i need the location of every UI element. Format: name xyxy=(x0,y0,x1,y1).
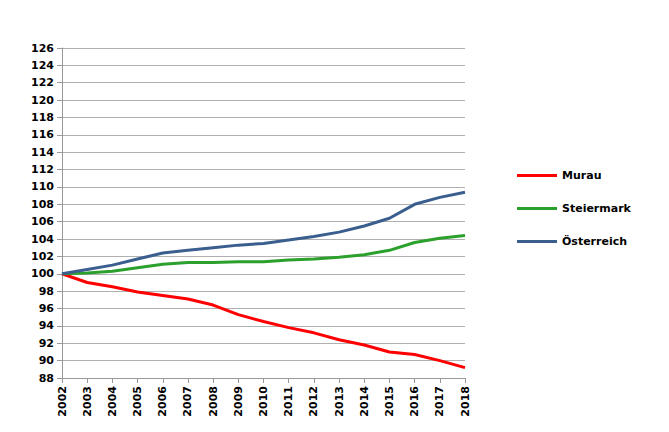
svg-text:2007: 2007 xyxy=(181,386,194,417)
svg-text:2013: 2013 xyxy=(333,386,346,417)
svg-text:112: 112 xyxy=(31,163,54,176)
svg-text:2002: 2002 xyxy=(56,386,69,417)
svg-text:2006: 2006 xyxy=(156,386,169,417)
svg-text:124: 124 xyxy=(31,59,54,72)
svg-text:2012: 2012 xyxy=(307,386,320,417)
svg-text:2017: 2017 xyxy=(433,386,446,417)
svg-text:Murau: Murau xyxy=(562,169,601,182)
svg-text:114: 114 xyxy=(31,146,54,159)
svg-text:96: 96 xyxy=(39,302,55,315)
svg-text:122: 122 xyxy=(31,76,54,89)
svg-text:94: 94 xyxy=(39,319,55,332)
svg-text:98: 98 xyxy=(39,285,54,298)
svg-text:2008: 2008 xyxy=(207,386,220,417)
svg-text:110: 110 xyxy=(31,180,54,193)
svg-text:2010: 2010 xyxy=(257,386,270,417)
svg-text:Steiermark: Steiermark xyxy=(562,202,632,215)
svg-text:Österreich: Österreich xyxy=(562,234,627,248)
svg-text:102: 102 xyxy=(31,250,54,263)
svg-text:88: 88 xyxy=(39,372,54,385)
svg-text:104: 104 xyxy=(31,233,54,246)
svg-text:2016: 2016 xyxy=(408,386,421,417)
svg-text:90: 90 xyxy=(39,354,55,367)
svg-text:116: 116 xyxy=(31,128,54,141)
svg-text:2011: 2011 xyxy=(282,386,295,417)
svg-text:106: 106 xyxy=(31,215,54,228)
svg-text:100: 100 xyxy=(31,267,54,280)
svg-text:2004: 2004 xyxy=(106,386,119,417)
svg-text:108: 108 xyxy=(31,198,54,211)
svg-text:2014: 2014 xyxy=(358,386,371,417)
svg-text:118: 118 xyxy=(31,111,54,124)
svg-text:2018: 2018 xyxy=(459,386,472,417)
svg-text:92: 92 xyxy=(39,337,54,350)
svg-text:120: 120 xyxy=(31,94,54,107)
svg-text:2005: 2005 xyxy=(131,386,144,417)
svg-text:2003: 2003 xyxy=(81,386,94,417)
svg-text:126: 126 xyxy=(31,42,54,55)
svg-text:2015: 2015 xyxy=(383,386,396,417)
svg-text:2009: 2009 xyxy=(232,386,245,417)
